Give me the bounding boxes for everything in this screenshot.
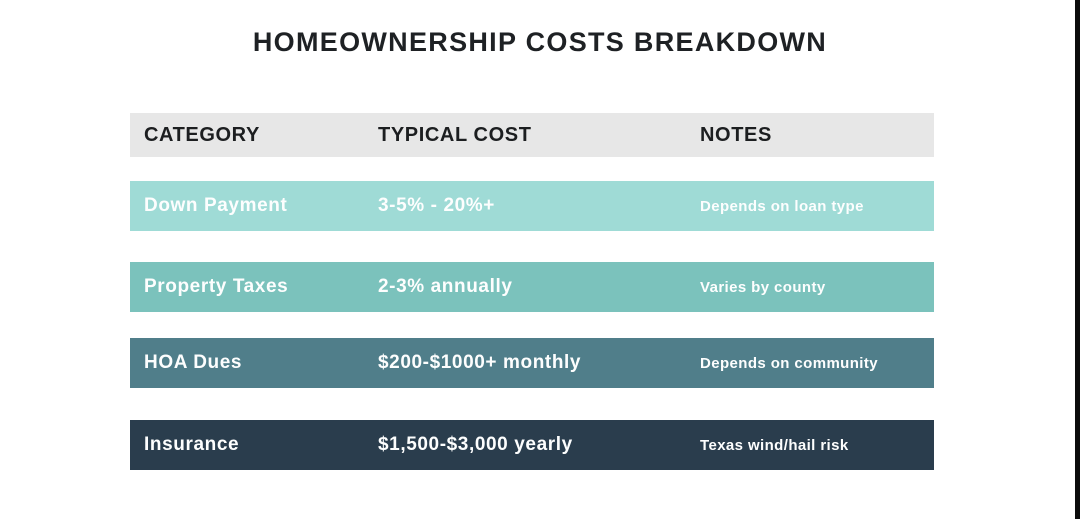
table-header-row: CATEGORY TYPICAL COST NOTES [130, 113, 934, 157]
row-cost-cell: 3-5% - 20%+ [378, 195, 495, 216]
column-header-notes: NOTES [700, 123, 772, 146]
row-category-cell: Insurance [144, 434, 240, 455]
row-notes-cell: Depends on community [700, 354, 879, 372]
table-row: HOA Dues $200-$1000+ monthly Depends on … [130, 338, 934, 388]
row-category-cell: Property Taxes [144, 276, 289, 297]
row-cost-cell: $200-$1000+ monthly [378, 352, 582, 373]
row-category-cell: HOA Dues [144, 352, 243, 373]
column-header-typical-cost: TYPICAL COST [378, 123, 532, 146]
row-cost-cell: 2-3% annually [378, 276, 513, 297]
screen-right-edge-bar [1075, 0, 1080, 519]
column-header-category: CATEGORY [144, 123, 260, 146]
page-title: HOMEOWNERSHIP COSTS BREAKDOWN [252, 27, 828, 57]
row-cost-cell: $1,500-$3,000 yearly [378, 434, 573, 455]
table-row: Down Payment 3-5% - 20%+ Depends on loan… [130, 181, 934, 231]
row-notes-cell: Texas wind/hail risk [700, 436, 849, 454]
row-category-cell: Down Payment [144, 195, 288, 216]
row-notes-cell: Varies by county [700, 278, 826, 296]
table-row: Property Taxes 2-3% annually Varies by c… [130, 262, 934, 312]
row-notes-cell: Depends on loan type [700, 197, 864, 215]
table-row: Insurance $1,500-$3,000 yearly Texas win… [130, 420, 934, 470]
